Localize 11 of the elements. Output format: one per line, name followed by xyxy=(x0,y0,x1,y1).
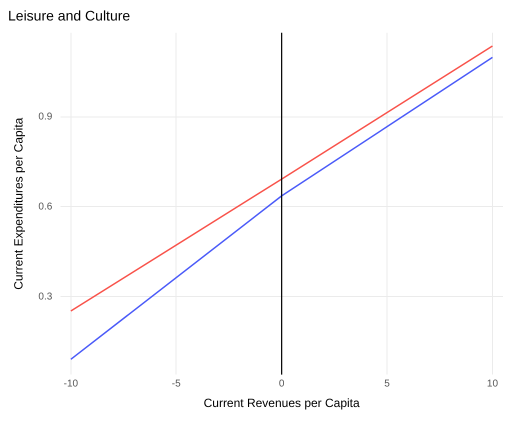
chart-title: Leisure and Culture xyxy=(8,7,130,24)
x-tick-label: 5 xyxy=(384,378,390,390)
x-tick-label: -5 xyxy=(172,378,182,390)
y-tick-label: 0.9 xyxy=(38,112,53,122)
x-axis-title: Current Revenues per Capita xyxy=(204,396,360,410)
x-tick-label: 10 xyxy=(486,378,498,390)
x-tick-label: -10 xyxy=(64,378,79,390)
y-tick-label: 0.3 xyxy=(38,291,53,302)
y-axis-title: Current Expenditures per Capita xyxy=(12,117,26,290)
y-tick-label: 0.6 xyxy=(38,201,53,212)
x-tick-label: 0 xyxy=(278,378,285,390)
